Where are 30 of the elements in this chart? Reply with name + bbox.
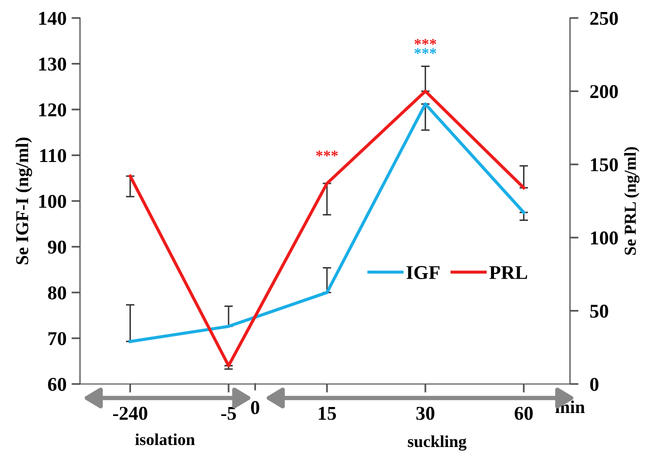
text: isolation — [135, 433, 195, 446]
y2-tick-label: 50 — [590, 304, 608, 318]
y-tick-label: 70 — [48, 332, 66, 346]
y2-axis-title: Se PRL (ng/ml) — [624, 147, 640, 255]
y-axis-title: Se IGF-I (ng/ml) — [16, 138, 32, 264]
x-tick-label: -5 — [221, 406, 236, 420]
y-tick-label: 110 — [40, 149, 66, 162]
y-tick-label: 100 — [39, 194, 66, 208]
x-tick-label: 30 — [416, 406, 434, 420]
y2-tick-label: 150 — [591, 158, 618, 172]
legend-label: IGF — [406, 266, 440, 280]
y2-tick-label: 250 — [590, 12, 618, 25]
legend-label: PRL — [489, 266, 528, 279]
y2-tick-label: 200 — [590, 85, 618, 98]
text: 0 — [251, 401, 260, 414]
y-tick-label: 80 — [48, 286, 66, 300]
y-tick-label: 120 — [39, 103, 66, 116]
y2-tick-label: 0 — [590, 378, 598, 391]
y2-tick-label: 100 — [591, 231, 618, 245]
y-tick-label: 140 — [39, 12, 66, 25]
y-tick-label: 90 — [48, 240, 66, 254]
y-tick-label: 60 — [48, 378, 66, 391]
x-tick-label: 60 — [514, 406, 533, 420]
annotation: *** — [414, 48, 436, 54]
x-tick-label: -240 — [113, 406, 148, 420]
y-tick-label: 130 — [39, 58, 66, 71]
text: suckling — [408, 435, 466, 451]
x-tick-label: 15 — [318, 406, 336, 420]
annotation: *** — [316, 150, 338, 156]
annotation: *** — [414, 39, 436, 45]
